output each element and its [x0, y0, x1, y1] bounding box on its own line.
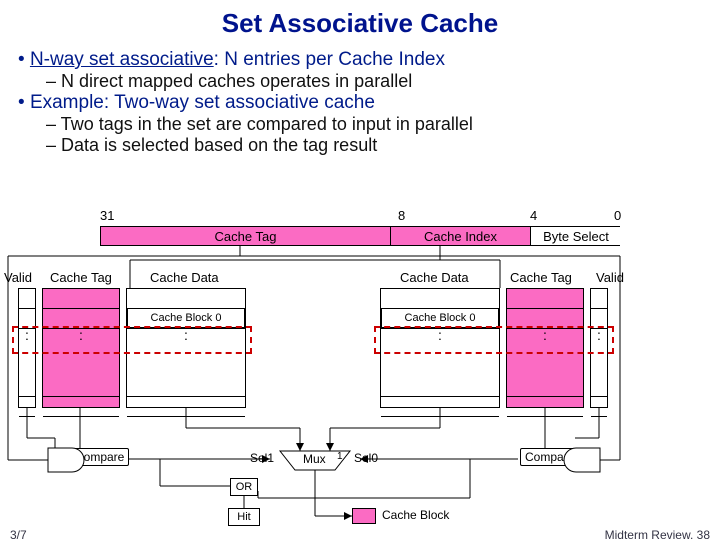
block0-l: Cache Block 0: [127, 308, 245, 328]
addr-byte: Byte Select: [531, 227, 621, 245]
b1-rest: : N entries per Cache Index: [214, 49, 445, 70]
bullet-2-sub2: – Data is selected based on the tag resu…: [46, 135, 702, 156]
addr-tag: Cache Tag: [101, 227, 391, 245]
sel0-label: Sel0: [354, 451, 378, 465]
hdr-tag-r: Cache Tag: [510, 270, 572, 285]
hdr-valid-l: Valid: [4, 270, 32, 285]
bullet-1: • N-way set associative: N entries per C…: [18, 49, 702, 71]
dashed-r: [374, 326, 614, 354]
hdr-data-r: Cache Data: [400, 270, 469, 285]
hdr-tag-l: Cache Tag: [50, 270, 112, 285]
compare-r: Compare: [520, 448, 579, 466]
dashed-l: [12, 326, 252, 354]
or-gate: OR: [230, 478, 258, 496]
sel1-label: Sel1: [250, 451, 274, 465]
diagram: 31 8 4 0 Cache Tag Cache Index Byte Sele…: [0, 208, 720, 538]
hdr-valid-r: Valid: [596, 270, 624, 285]
bit-31: 31: [100, 208, 114, 223]
bullet-1-sub: – N direct mapped caches operates in par…: [46, 71, 702, 92]
one-label: 1: [337, 451, 343, 462]
page-title: Set Associative Cache: [0, 8, 720, 39]
address-bar: Cache Tag Cache Index Byte Select: [100, 226, 620, 246]
addr-index: Cache Index: [391, 227, 531, 245]
bit-4: 4: [530, 208, 537, 223]
bullet-2-sub1: – Two tags in the set are compared to in…: [46, 114, 702, 135]
cache-block-box: [352, 508, 376, 524]
bullet-list: • N-way set associative: N entries per C…: [18, 49, 702, 156]
hit-label: Hit: [228, 508, 260, 526]
mux-label: Mux: [303, 452, 326, 466]
b2-t: Example: Two-way set associative cache: [30, 92, 375, 113]
bullet-2: • Example: Two-way set associative cache: [18, 92, 702, 114]
hdr-data-l: Cache Data: [150, 270, 219, 285]
bit-8: 8: [398, 208, 405, 223]
b1-u: N-way set associative: [30, 49, 214, 70]
bit-0: 0: [614, 208, 621, 223]
cache-block-label: Cache Block: [382, 508, 449, 522]
block0-r: Cache Block 0: [381, 308, 499, 328]
compare-l: Compare: [70, 448, 129, 466]
